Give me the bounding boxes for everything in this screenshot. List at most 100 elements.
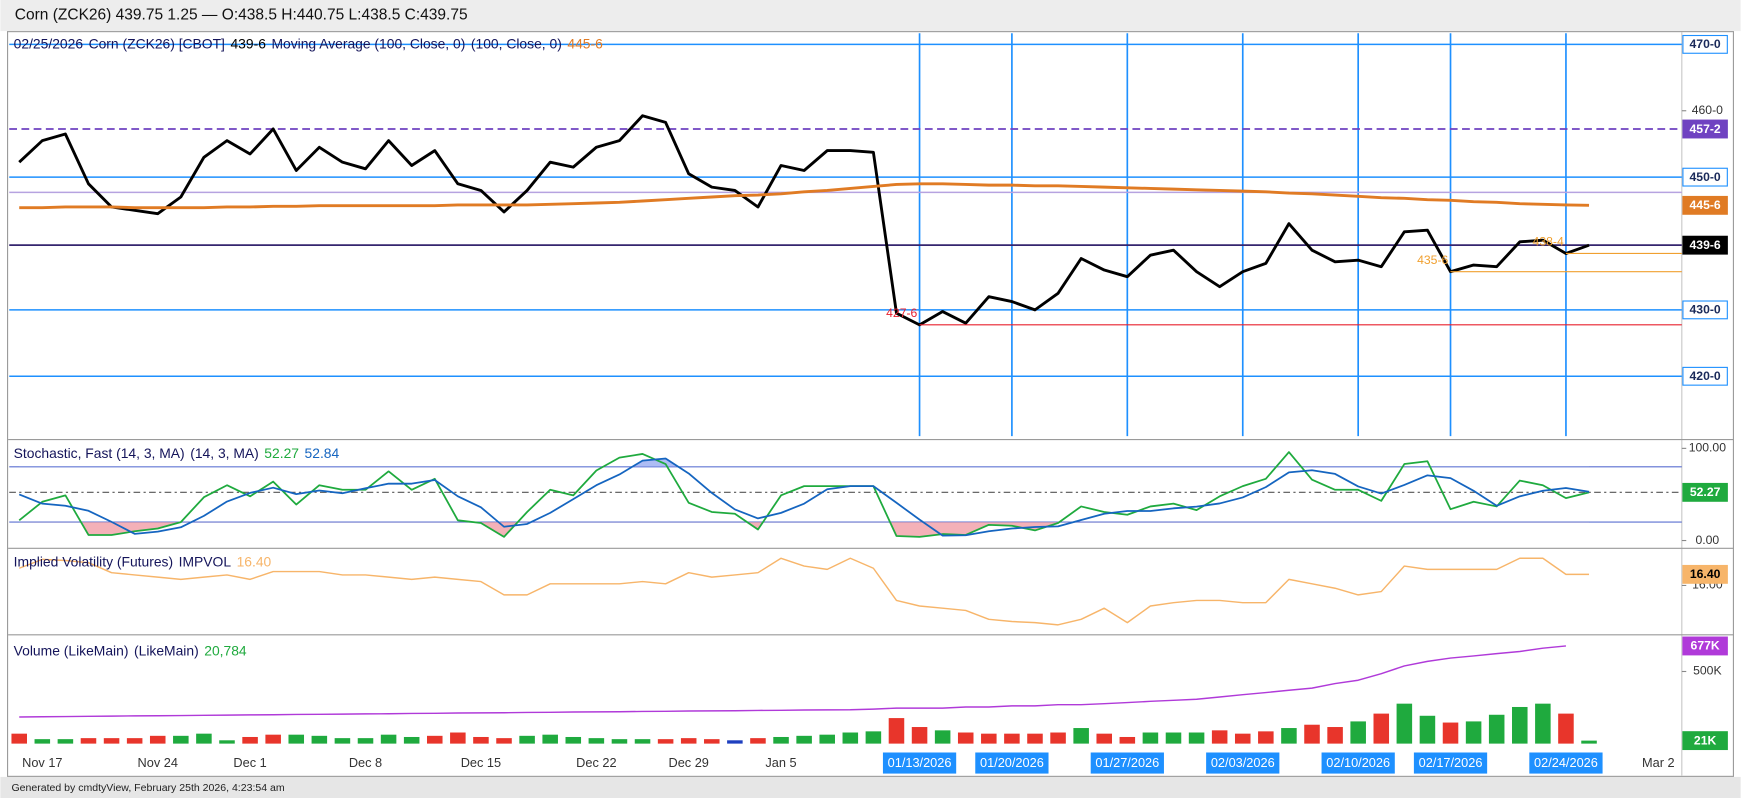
volume-bar — [704, 739, 720, 744]
volume-bar — [380, 734, 397, 744]
x-tick-label: Nov 17 — [22, 755, 62, 770]
axis-tag: 430-0 — [1690, 303, 1721, 317]
volume-bar — [1373, 713, 1390, 744]
volume-bar — [311, 735, 328, 744]
volume-bar — [426, 735, 443, 744]
volume-bar — [1558, 713, 1574, 744]
axis-tag: 420-0 — [1690, 369, 1721, 383]
legend: Stochastic, Fast (14, 3, MA) (14, 3, MA) 5… — [14, 445, 340, 461]
x-tick-label: 02/17/2026 — [1419, 755, 1483, 770]
volume-bar — [865, 731, 882, 744]
volume-bar — [1581, 740, 1597, 744]
volume-bar — [1142, 732, 1159, 744]
axis-tag-box — [1682, 482, 1728, 502]
legend-item: 16.40 — [237, 553, 272, 569]
volume-bar — [1050, 732, 1066, 744]
volume-bar — [34, 739, 51, 744]
axis-tag-box — [1682, 167, 1728, 187]
panel: 100.00 0.00 Stochastic, Fast (14, 3, MA) (1… — [9, 441, 1726, 547]
volume-bar — [1488, 714, 1505, 744]
axis-tag-box — [1682, 119, 1728, 139]
y-tick-label: 0.00 — [1695, 533, 1719, 547]
volume-bar — [450, 732, 466, 744]
volume-bar — [11, 733, 27, 744]
legend-item: Moving Average (100, Close, 0) — [271, 35, 465, 51]
volume-bar — [80, 738, 97, 744]
volume-bar — [680, 738, 697, 744]
axis-tag: 470-0 — [1690, 37, 1721, 51]
volume-bar — [473, 736, 489, 744]
axis-tag-box — [1682, 731, 1728, 751]
series-line — [18, 457, 1590, 537]
x-tick-label: Jan 5 — [765, 755, 796, 770]
series-line — [19, 645, 1567, 718]
volume-bar — [911, 727, 928, 744]
series-line — [18, 557, 1590, 626]
legend-item: 52.27 — [264, 445, 299, 461]
axis-tag-box — [1682, 300, 1728, 320]
volume-bar — [888, 718, 905, 744]
volume-bar — [611, 739, 628, 744]
oversold-zone — [80, 522, 1060, 537]
volume-bar — [542, 734, 558, 744]
volume-bar — [1419, 715, 1436, 744]
volume-bar — [819, 734, 835, 744]
x-tick-label: Dec 29 — [668, 755, 708, 770]
volume-bar — [149, 735, 166, 744]
volume-bar — [265, 734, 281, 744]
panel: 460-0 427-6 435-6 438-4 02/25/2026 Corn (ZCK2… — [9, 35, 1723, 377]
volume-bar — [1465, 721, 1482, 744]
axis-tag: 677K — [1691, 639, 1720, 653]
volume-bar — [1327, 727, 1343, 744]
volume-bar — [519, 735, 535, 744]
panel: 500K Volume (LikeMain) (LikeMain) 20,784 — [11, 642, 1722, 744]
axis-tag: 439-6 — [1690, 238, 1721, 252]
volume-bar — [981, 733, 997, 744]
volume-bar — [57, 739, 74, 744]
axis-tag: 457-2 — [1690, 122, 1721, 136]
legend-item: Volume (LikeMain) — [14, 642, 129, 658]
volume-bar — [1258, 731, 1274, 744]
series-line — [19, 182, 1590, 210]
volume-bar — [588, 738, 605, 744]
legend-item: (14, 3, MA) — [190, 445, 259, 461]
volume-bar — [1096, 733, 1113, 744]
volume-bar — [196, 733, 212, 744]
value-label: 427-6 — [886, 306, 917, 320]
legend: 02/25/2026 Corn (ZCK26) [CBOT] 439-6 Moving… — [14, 35, 603, 51]
title-bar — [0, 0, 1741, 32]
legend: Volume (LikeMain) (LikeMain) 20,784 — [14, 642, 247, 658]
volume-bar — [934, 730, 951, 744]
volume-bar — [1211, 730, 1228, 744]
date-marker-box — [882, 752, 957, 774]
volume-bar — [1304, 724, 1320, 744]
legend-item: 445-6 — [567, 35, 603, 51]
x-tick-label: 01/27/2026 — [1095, 755, 1159, 770]
series-line — [18, 114, 1590, 327]
axis-tag-box — [1682, 235, 1728, 255]
y-tick-label: 100.00 — [1689, 441, 1726, 455]
x-tick-label: Dec 22 — [576, 755, 616, 770]
date-marker-box — [1206, 752, 1280, 774]
date-marker-box — [1413, 752, 1488, 774]
legend-item: (100, Close, 0) — [471, 35, 562, 51]
volume-bar — [1027, 733, 1043, 744]
volume-bar — [1396, 703, 1413, 744]
volume-bar — [727, 740, 743, 744]
legend-item: Implied Volatility (Futures) — [14, 553, 173, 569]
volume-bar — [773, 736, 789, 744]
volume-bar — [173, 735, 189, 744]
y-tick-label: 460-0 — [1692, 103, 1723, 117]
x-tick-label: Dec 15 — [461, 755, 501, 770]
x-tick-label: Dec 1 — [233, 755, 266, 770]
volume-bar — [496, 738, 512, 744]
volume-bar — [242, 736, 258, 744]
volume-bar — [1281, 728, 1297, 744]
x-tick-label: 02/10/2026 — [1326, 755, 1390, 770]
date-marker-box — [975, 752, 1049, 774]
legend-item: (LikeMain) — [134, 642, 199, 658]
volume-bar — [403, 736, 420, 744]
legend-item: 52.84 — [305, 445, 340, 461]
